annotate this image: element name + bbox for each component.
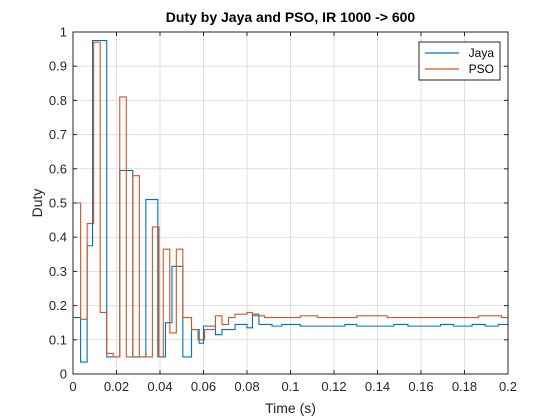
series-layer bbox=[73, 40, 508, 363]
series-line-jaya bbox=[73, 40, 508, 363]
x-tick-label: 0.06 bbox=[191, 379, 216, 394]
x-tick-label: 0.14 bbox=[365, 379, 390, 394]
legend: Jaya PSO bbox=[418, 41, 501, 81]
y-tick-label: 0.2 bbox=[49, 298, 67, 313]
y-tick-label: 0.7 bbox=[49, 127, 67, 142]
y-tick-label: 0.1 bbox=[49, 332, 67, 347]
x-tick-label: 0.04 bbox=[147, 379, 172, 394]
x-tick-label: 0.12 bbox=[321, 379, 346, 394]
y-tick-label: 0 bbox=[60, 367, 67, 382]
x-tick-label: 0 bbox=[69, 379, 76, 394]
x-axis-label: Time (s) bbox=[265, 400, 316, 416]
legend-label-jaya: Jaya bbox=[469, 46, 495, 60]
series-line-pso bbox=[73, 41, 508, 358]
x-tick-label: 0.18 bbox=[452, 379, 477, 394]
legend-label-pso: PSO bbox=[469, 62, 494, 76]
legend-box bbox=[418, 41, 501, 81]
y-tick-label: 1 bbox=[60, 25, 67, 40]
y-tick-label: 0.4 bbox=[49, 230, 67, 245]
x-tick-label: 0.16 bbox=[408, 379, 433, 394]
x-tick-label: 0.2 bbox=[499, 379, 517, 394]
y-tick-label: 0.9 bbox=[49, 59, 67, 74]
y-axis-label: Duty bbox=[29, 189, 45, 218]
ticks: 0 0.02 0.04 0.06 0.08 0.1 0.12 0.14 0.16 0.18 0.2 0… bbox=[49, 25, 517, 395]
y-tick-label: 0.6 bbox=[49, 161, 67, 176]
y-tick-label: 0.8 bbox=[49, 93, 67, 108]
x-tick-label: 0.02 bbox=[104, 379, 129, 394]
y-tick-label: 0.5 bbox=[49, 196, 67, 211]
x-tick-label: 0.08 bbox=[234, 379, 259, 394]
chart-title: Duty by Jaya and PSO, IR 1000 -> 600 bbox=[166, 9, 416, 25]
y-tick-label: 0.3 bbox=[49, 264, 67, 279]
x-tick-label: 0.1 bbox=[281, 379, 299, 394]
